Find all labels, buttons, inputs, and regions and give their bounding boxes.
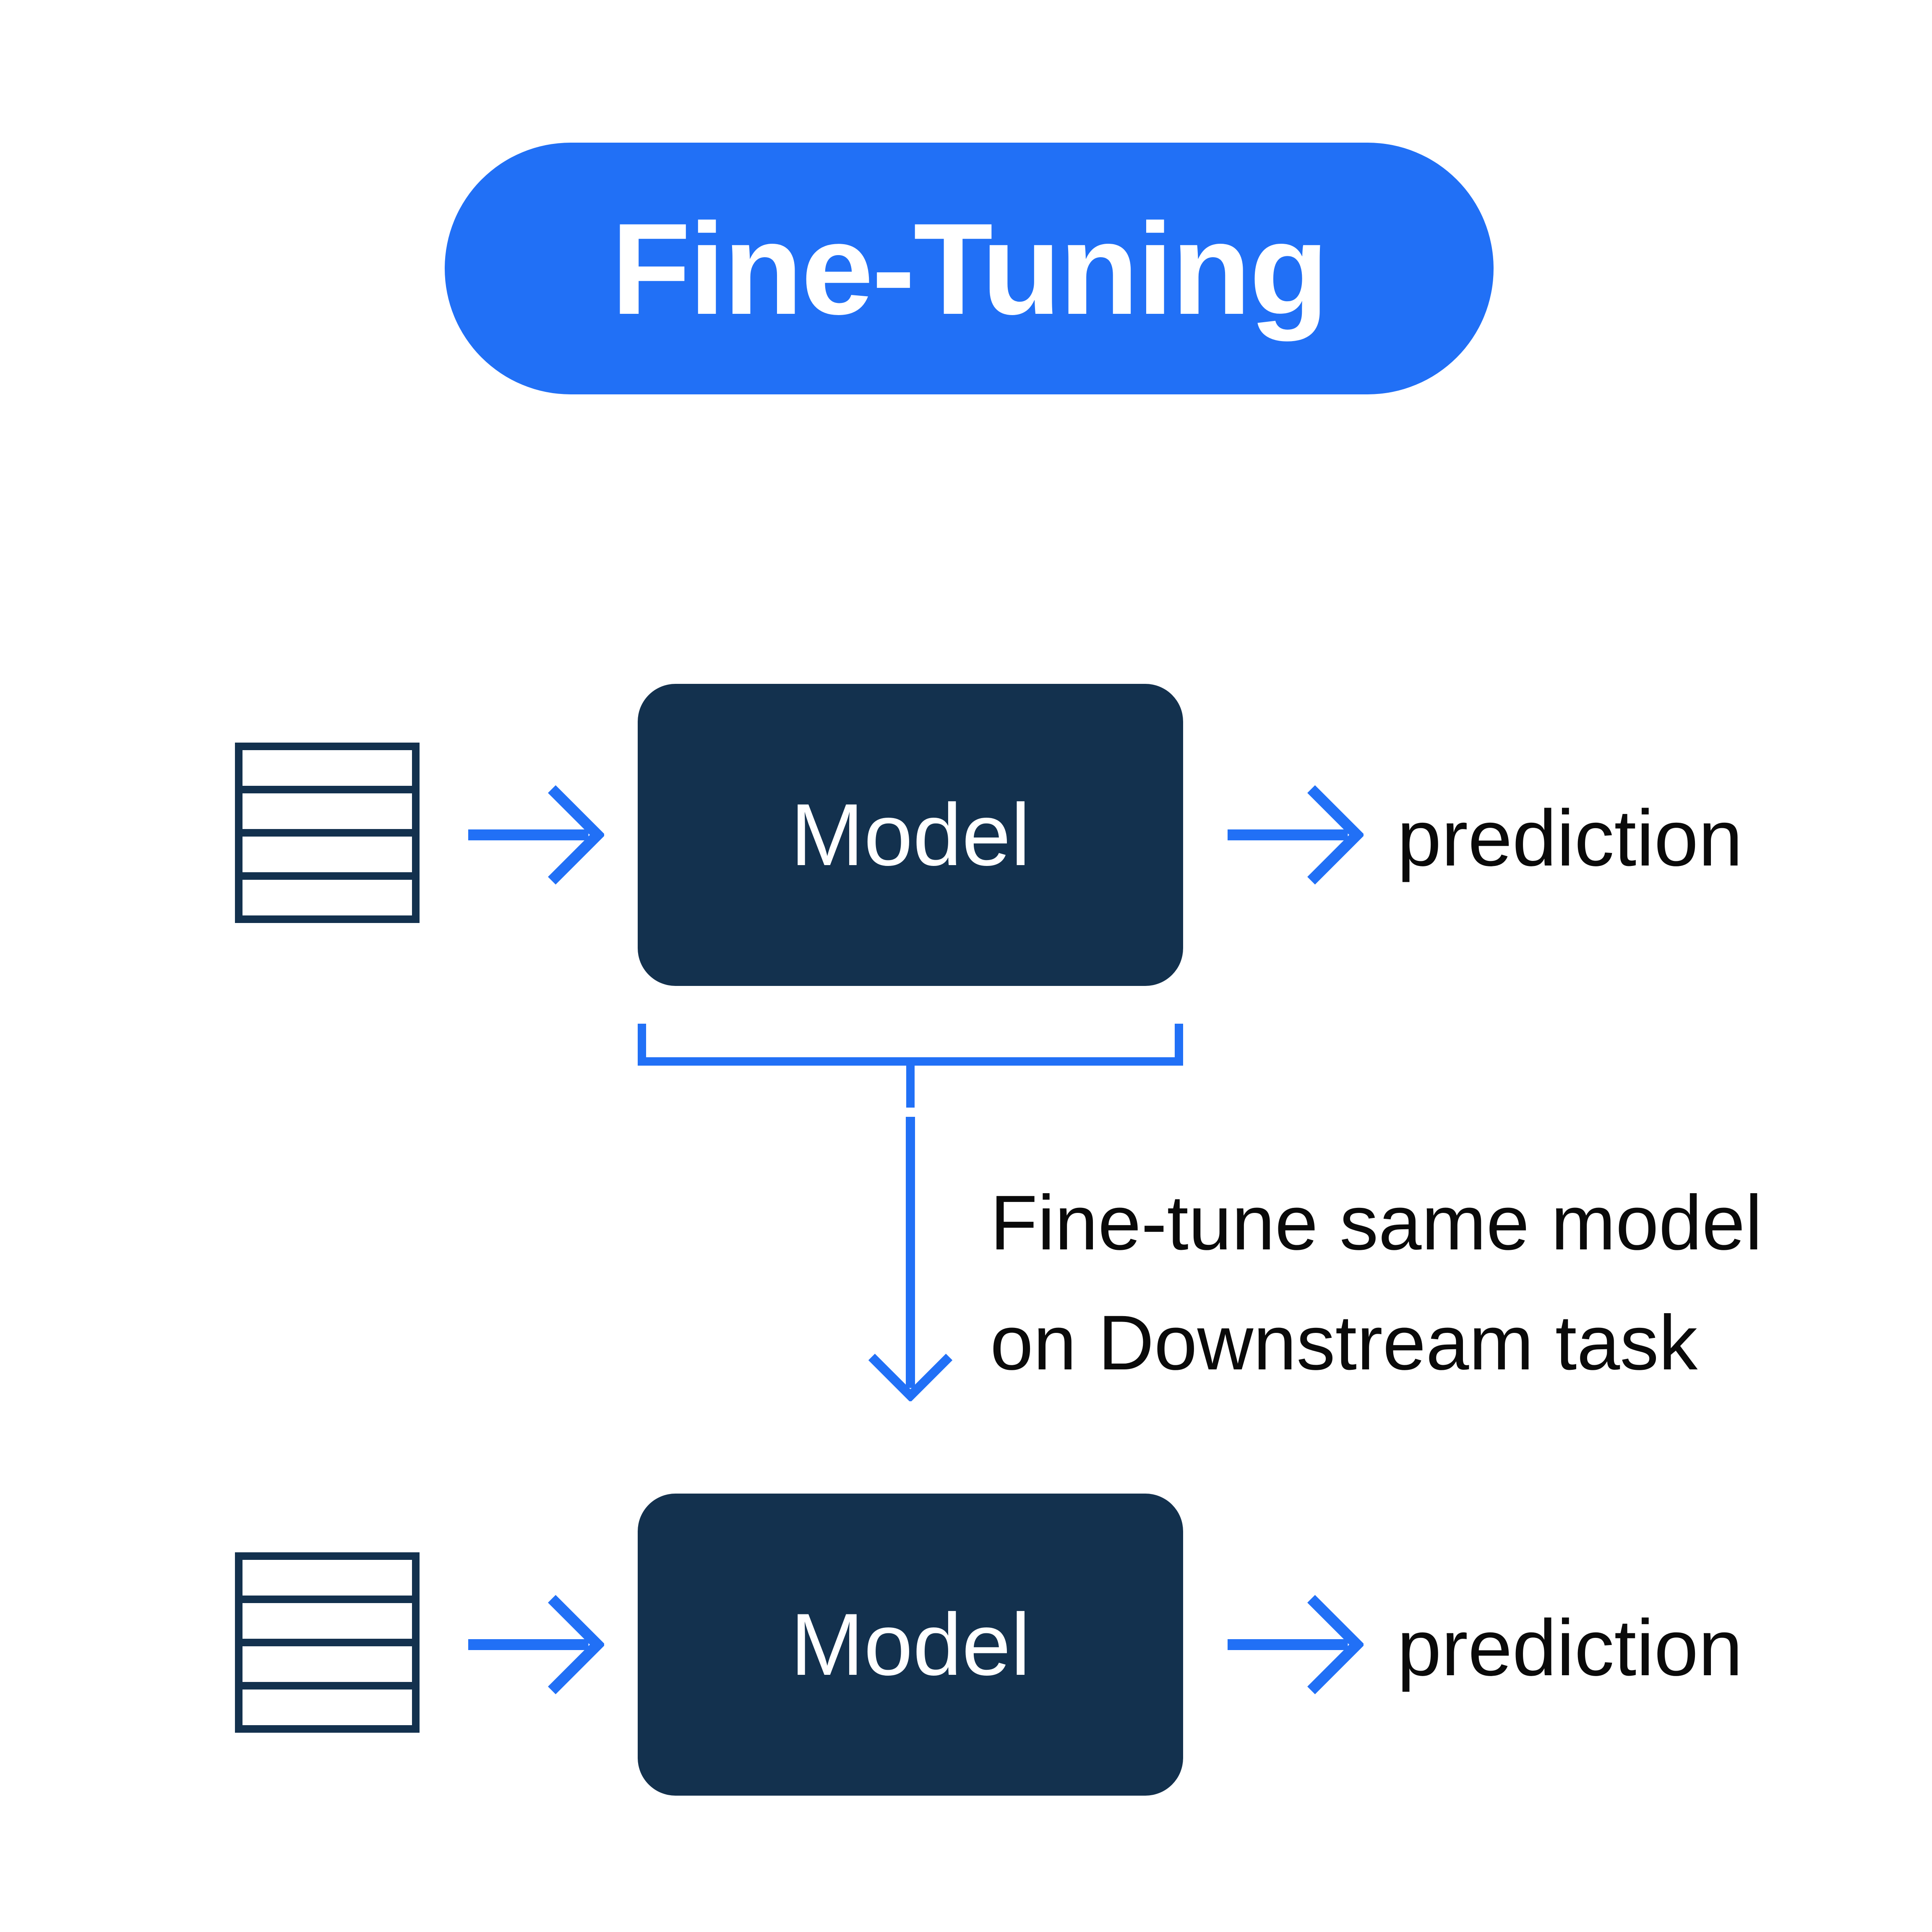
model-box: Model	[638, 1494, 1183, 1796]
prediction-label: prediction	[1397, 789, 1859, 889]
model-box: Model	[638, 684, 1183, 986]
finetune-caption-line1: Fine-tune same model	[990, 1175, 1871, 1272]
model-label: Model	[790, 1594, 1030, 1695]
arrow-down-icon	[864, 1108, 957, 1401]
arrow-right-icon	[1217, 780, 1364, 889]
arrow-right-icon	[1217, 1590, 1364, 1699]
bracket-icon	[638, 1019, 1183, 1112]
data-stack-icon	[235, 743, 420, 923]
data-stack-icon	[235, 1552, 420, 1733]
finetune-caption-line2: on Downstream task	[990, 1295, 1871, 1392]
prediction-label: prediction	[1397, 1598, 1859, 1698]
title-pill: Fine-Tuning	[445, 143, 1494, 394]
finetune-caption: Fine-tune same model on Downstream task	[990, 1175, 1871, 1392]
arrow-right-icon	[457, 1590, 604, 1699]
title-text: Fine-Tuning	[611, 194, 1327, 344]
model-label: Model	[790, 784, 1030, 886]
arrow-right-icon	[457, 780, 604, 889]
